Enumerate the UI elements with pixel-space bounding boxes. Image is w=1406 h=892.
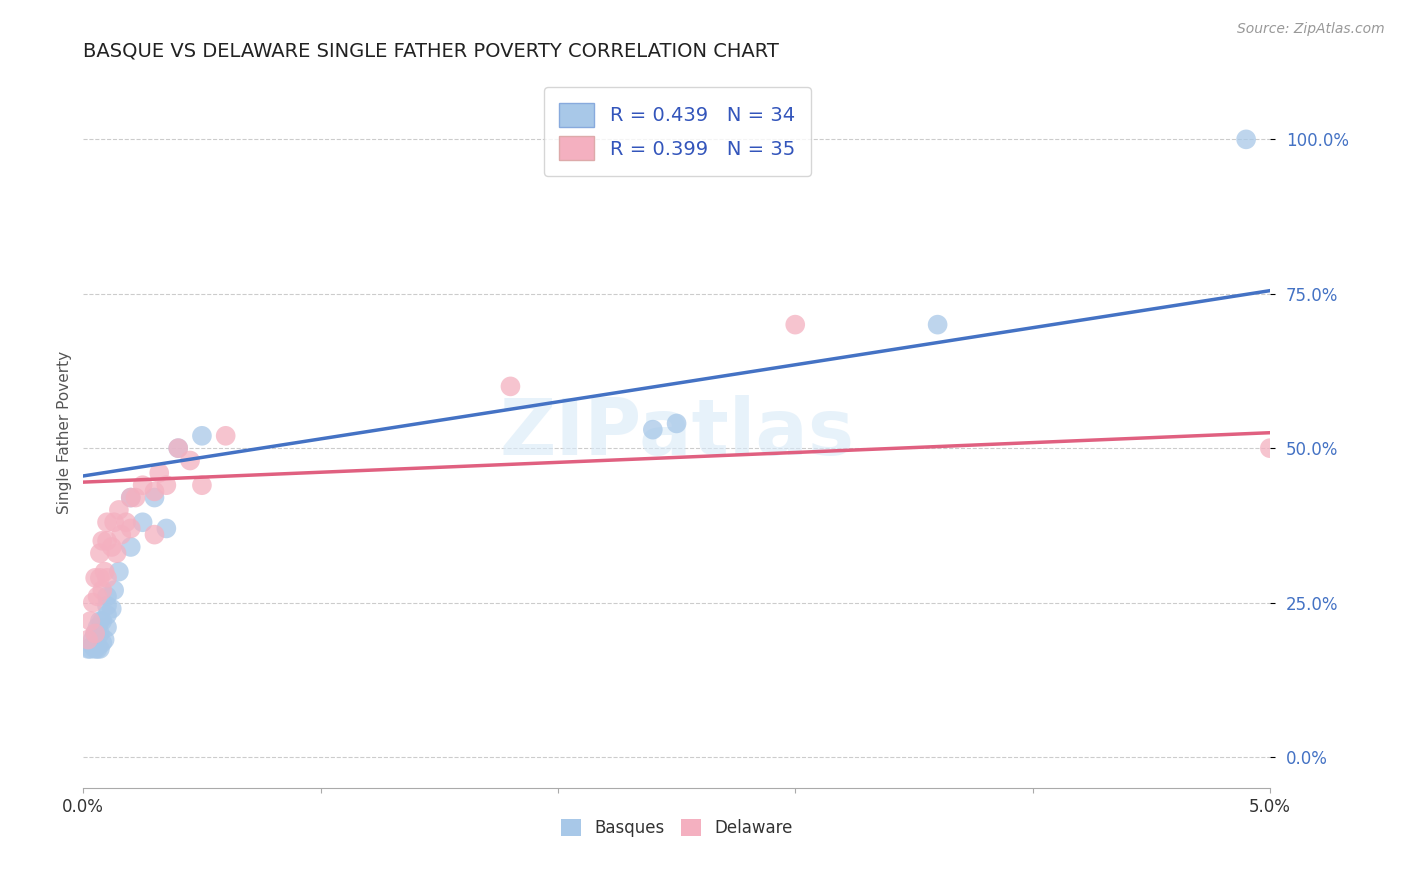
Point	[927, 318, 949, 332]
Point	[91, 533, 114, 548]
Point	[120, 491, 142, 505]
Point	[77, 632, 100, 647]
Point	[103, 583, 125, 598]
Point	[91, 583, 114, 598]
Point	[89, 571, 111, 585]
Text: ZIPatlas: ZIPatlas	[499, 395, 853, 471]
Point	[93, 632, 115, 647]
Point	[96, 516, 118, 530]
Point	[96, 620, 118, 634]
Point	[96, 533, 118, 548]
Point	[89, 546, 111, 560]
Point	[191, 478, 214, 492]
Point	[124, 491, 146, 505]
Point	[84, 626, 107, 640]
Point	[89, 626, 111, 640]
Point	[79, 641, 101, 656]
Point	[77, 641, 100, 656]
Point	[84, 571, 107, 585]
Point	[120, 491, 142, 505]
Point	[143, 484, 166, 499]
Point	[499, 379, 522, 393]
Point	[82, 632, 104, 647]
Point	[120, 540, 142, 554]
Point	[86, 639, 108, 653]
Legend: Basques, Delaware: Basques, Delaware	[554, 812, 799, 844]
Point	[167, 441, 190, 455]
Point	[96, 599, 118, 613]
Point	[82, 639, 104, 653]
Point	[1234, 132, 1257, 146]
Point	[86, 590, 108, 604]
Point	[86, 620, 108, 634]
Point	[110, 527, 132, 541]
Text: BASQUE VS DELAWARE SINGLE FATHER POVERTY CORRELATION CHART: BASQUE VS DELAWARE SINGLE FATHER POVERTY…	[83, 42, 779, 61]
Point	[191, 429, 214, 443]
Point	[641, 423, 664, 437]
Y-axis label: Single Father Poverty: Single Father Poverty	[58, 351, 72, 515]
Point	[86, 641, 108, 656]
Point	[84, 626, 107, 640]
Point	[115, 516, 138, 530]
Point	[179, 453, 201, 467]
Point	[167, 441, 190, 455]
Point	[105, 546, 128, 560]
Point	[91, 614, 114, 628]
Point	[108, 565, 131, 579]
Point	[131, 478, 153, 492]
Point	[1258, 441, 1281, 455]
Point	[79, 614, 101, 628]
Point	[91, 636, 114, 650]
Point	[131, 516, 153, 530]
Point	[89, 641, 111, 656]
Point	[155, 521, 177, 535]
Point	[100, 601, 122, 615]
Point	[120, 521, 142, 535]
Text: Source: ZipAtlas.com: Source: ZipAtlas.com	[1237, 22, 1385, 37]
Point	[84, 639, 107, 653]
Point	[89, 614, 111, 628]
Point	[155, 478, 177, 492]
Point	[93, 565, 115, 579]
Point	[108, 503, 131, 517]
Point	[143, 491, 166, 505]
Point	[100, 540, 122, 554]
Point	[785, 318, 807, 332]
Point	[103, 516, 125, 530]
Point	[82, 596, 104, 610]
Point	[215, 429, 238, 443]
Point	[143, 527, 166, 541]
Point	[96, 607, 118, 622]
Point	[96, 571, 118, 585]
Point	[96, 590, 118, 604]
Point	[84, 641, 107, 656]
Point	[665, 417, 688, 431]
Point	[148, 466, 170, 480]
